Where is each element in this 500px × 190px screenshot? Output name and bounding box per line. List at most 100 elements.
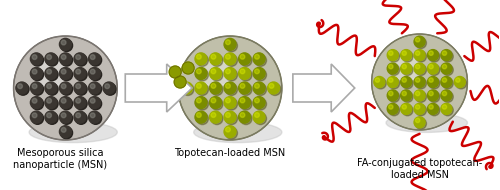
Text: Topotecan-loaded MSN: Topotecan-loaded MSN <box>174 148 286 158</box>
Circle shape <box>61 55 66 59</box>
Circle shape <box>90 113 95 118</box>
Circle shape <box>240 54 245 59</box>
Polygon shape <box>126 64 192 112</box>
Circle shape <box>46 69 58 81</box>
Circle shape <box>456 78 466 89</box>
Circle shape <box>402 91 413 102</box>
Circle shape <box>428 77 438 88</box>
Circle shape <box>373 36 466 129</box>
Circle shape <box>88 97 101 108</box>
Circle shape <box>46 69 52 74</box>
Circle shape <box>254 54 260 59</box>
Circle shape <box>402 78 406 82</box>
Circle shape <box>224 97 236 108</box>
Circle shape <box>32 113 37 118</box>
Circle shape <box>428 103 438 114</box>
Circle shape <box>442 51 446 55</box>
Circle shape <box>15 38 116 139</box>
Circle shape <box>388 105 393 109</box>
Circle shape <box>402 105 413 116</box>
Circle shape <box>226 113 230 117</box>
Circle shape <box>30 82 42 94</box>
Circle shape <box>90 69 95 74</box>
Circle shape <box>60 67 72 79</box>
Circle shape <box>253 82 265 94</box>
Circle shape <box>90 98 95 103</box>
Circle shape <box>195 53 207 65</box>
Circle shape <box>75 69 87 81</box>
Circle shape <box>388 64 400 75</box>
Circle shape <box>61 127 66 132</box>
Circle shape <box>402 91 406 96</box>
Circle shape <box>414 50 425 61</box>
Circle shape <box>387 77 398 88</box>
Circle shape <box>226 84 230 88</box>
Circle shape <box>414 103 425 114</box>
Circle shape <box>195 97 207 108</box>
Circle shape <box>45 82 57 94</box>
Circle shape <box>61 98 66 103</box>
Circle shape <box>441 103 452 114</box>
Circle shape <box>388 51 400 62</box>
Circle shape <box>60 83 72 95</box>
Circle shape <box>60 40 72 51</box>
Circle shape <box>416 91 420 96</box>
Circle shape <box>60 126 72 138</box>
Ellipse shape <box>198 60 232 86</box>
Circle shape <box>416 38 420 42</box>
Circle shape <box>45 111 57 123</box>
Circle shape <box>88 111 101 123</box>
Circle shape <box>224 82 236 94</box>
Circle shape <box>32 112 44 124</box>
Circle shape <box>74 82 86 94</box>
Circle shape <box>416 38 426 49</box>
Circle shape <box>442 78 446 82</box>
Circle shape <box>180 38 280 139</box>
Circle shape <box>226 98 230 103</box>
Circle shape <box>75 98 87 110</box>
Ellipse shape <box>386 113 468 132</box>
Circle shape <box>74 67 86 79</box>
Circle shape <box>254 69 266 81</box>
Circle shape <box>211 113 223 125</box>
Circle shape <box>174 76 186 88</box>
Circle shape <box>32 84 37 89</box>
Circle shape <box>211 84 223 96</box>
Circle shape <box>402 64 406 69</box>
Circle shape <box>46 113 52 118</box>
Circle shape <box>400 63 411 74</box>
Ellipse shape <box>29 122 118 143</box>
Circle shape <box>60 69 72 81</box>
Circle shape <box>60 111 72 123</box>
Circle shape <box>46 55 52 59</box>
Circle shape <box>226 40 237 52</box>
Circle shape <box>416 51 426 62</box>
Circle shape <box>46 54 58 66</box>
Circle shape <box>414 117 425 128</box>
Circle shape <box>76 113 80 118</box>
Circle shape <box>226 127 230 132</box>
Circle shape <box>210 67 222 79</box>
Circle shape <box>442 91 446 96</box>
Circle shape <box>224 38 236 50</box>
Circle shape <box>195 67 207 79</box>
Circle shape <box>211 98 216 103</box>
Circle shape <box>196 54 202 59</box>
Circle shape <box>61 69 66 74</box>
Circle shape <box>441 50 452 61</box>
Circle shape <box>254 113 266 125</box>
Circle shape <box>375 78 386 89</box>
Circle shape <box>240 113 245 117</box>
Circle shape <box>240 84 245 88</box>
Circle shape <box>61 113 66 118</box>
Circle shape <box>210 97 222 108</box>
Circle shape <box>429 51 440 62</box>
Circle shape <box>253 97 265 108</box>
Circle shape <box>442 51 454 62</box>
Circle shape <box>226 113 237 125</box>
Circle shape <box>46 112 58 124</box>
Circle shape <box>240 98 245 103</box>
Circle shape <box>442 91 454 102</box>
Circle shape <box>32 55 37 59</box>
Circle shape <box>196 54 208 66</box>
